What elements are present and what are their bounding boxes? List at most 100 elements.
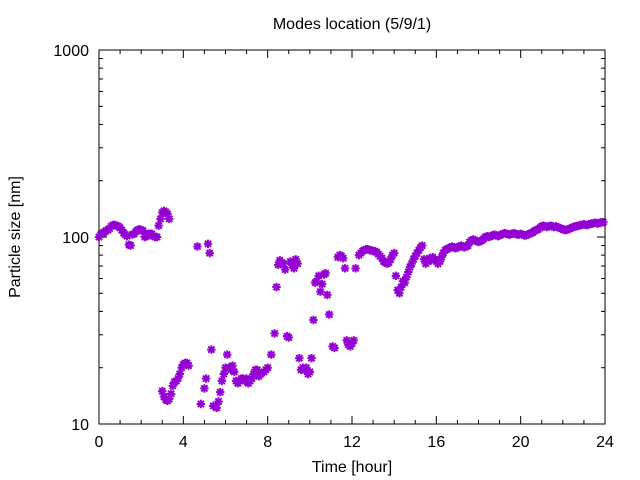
data-point — [286, 257, 295, 266]
data-point — [207, 345, 216, 354]
data-point — [214, 397, 223, 406]
data-point — [216, 387, 225, 397]
data-point — [217, 376, 227, 386]
x-tick-label: 0 — [95, 434, 104, 451]
data-point — [377, 254, 387, 263]
data-point — [201, 374, 211, 383]
data-point — [323, 290, 332, 300]
data-point — [338, 254, 348, 263]
data-point — [402, 272, 411, 282]
data-point — [293, 259, 302, 268]
data-point — [184, 361, 193, 370]
data-point — [393, 285, 402, 295]
data-point — [284, 333, 293, 342]
data-point — [193, 242, 202, 251]
data-point — [230, 367, 239, 377]
data-point — [317, 279, 327, 289]
data-point — [126, 241, 135, 250]
data-point — [289, 264, 299, 273]
data-point — [342, 336, 351, 345]
data-point — [312, 277, 321, 286]
data-point — [165, 394, 174, 404]
data-point — [279, 259, 288, 268]
data-point — [288, 260, 297, 270]
data-point — [437, 252, 446, 262]
data-point — [228, 361, 237, 370]
data-point — [400, 278, 409, 287]
data-point — [158, 386, 167, 396]
data-point — [340, 264, 350, 273]
data-point — [330, 343, 339, 353]
data-point — [384, 258, 394, 267]
data-point — [122, 231, 132, 241]
data-point — [165, 214, 174, 224]
data-point — [418, 241, 427, 250]
data-point — [177, 363, 186, 372]
x-tick-label: 20 — [512, 434, 530, 451]
data-point — [426, 256, 436, 265]
data-point — [166, 389, 176, 399]
data-point — [599, 217, 608, 227]
data-point — [305, 367, 315, 377]
data-point — [138, 226, 148, 235]
data-point — [219, 369, 229, 379]
x-tick-label: 12 — [343, 434, 361, 451]
data-point — [395, 289, 404, 298]
data-point — [321, 269, 330, 278]
data-point — [316, 287, 325, 296]
data-point — [247, 374, 257, 383]
data-point — [154, 221, 163, 230]
chart-title: Modes location (5/9/1) — [273, 16, 431, 33]
data-points — [94, 206, 608, 413]
axis-ticks: 0 4 8 12 16 20 24 10 100 1000 — [53, 43, 614, 451]
data-point — [386, 255, 395, 264]
data-point — [405, 262, 415, 272]
data-point — [307, 353, 316, 363]
data-point — [309, 315, 318, 325]
data-point — [196, 399, 206, 409]
data-point — [272, 282, 281, 292]
x-tick-label: 8 — [263, 434, 272, 451]
data-point — [407, 259, 416, 268]
x-axis-label: Time [hour] — [312, 459, 392, 476]
data-point — [463, 241, 473, 250]
data-point — [263, 363, 272, 372]
data-point — [175, 369, 184, 379]
data-point — [205, 248, 214, 258]
data-point — [152, 232, 162, 242]
x-tick-label: 4 — [179, 434, 188, 451]
data-point — [203, 239, 213, 248]
data-point — [389, 248, 399, 258]
data-point — [270, 329, 279, 338]
y-tick-label: 1000 — [53, 43, 89, 60]
data-point — [168, 381, 177, 391]
data-point — [314, 271, 323, 281]
data-point — [295, 353, 304, 363]
data-point — [391, 271, 401, 281]
data-point — [267, 350, 276, 359]
data-point — [222, 350, 232, 359]
data-point — [249, 369, 258, 379]
data-point — [200, 384, 209, 393]
x-tick-label: 24 — [596, 434, 614, 451]
y-axis-label: Particle size [nm] — [7, 176, 24, 298]
data-point — [396, 282, 406, 292]
data-point — [156, 214, 165, 224]
data-point — [163, 209, 172, 219]
data-point — [409, 255, 418, 264]
y-tick-label: 10 — [71, 417, 89, 434]
data-point — [173, 374, 183, 383]
y-tick-label: 100 — [62, 230, 89, 247]
data-point — [404, 267, 413, 277]
data-point — [291, 255, 300, 264]
data-point — [212, 403, 221, 413]
x-tick-label: 16 — [427, 434, 445, 451]
data-point — [226, 365, 235, 374]
data-point — [280, 265, 290, 274]
data-point — [302, 363, 311, 372]
data-point — [252, 365, 262, 374]
data-point — [325, 310, 334, 319]
data-point — [351, 264, 360, 273]
data-point — [435, 257, 445, 266]
